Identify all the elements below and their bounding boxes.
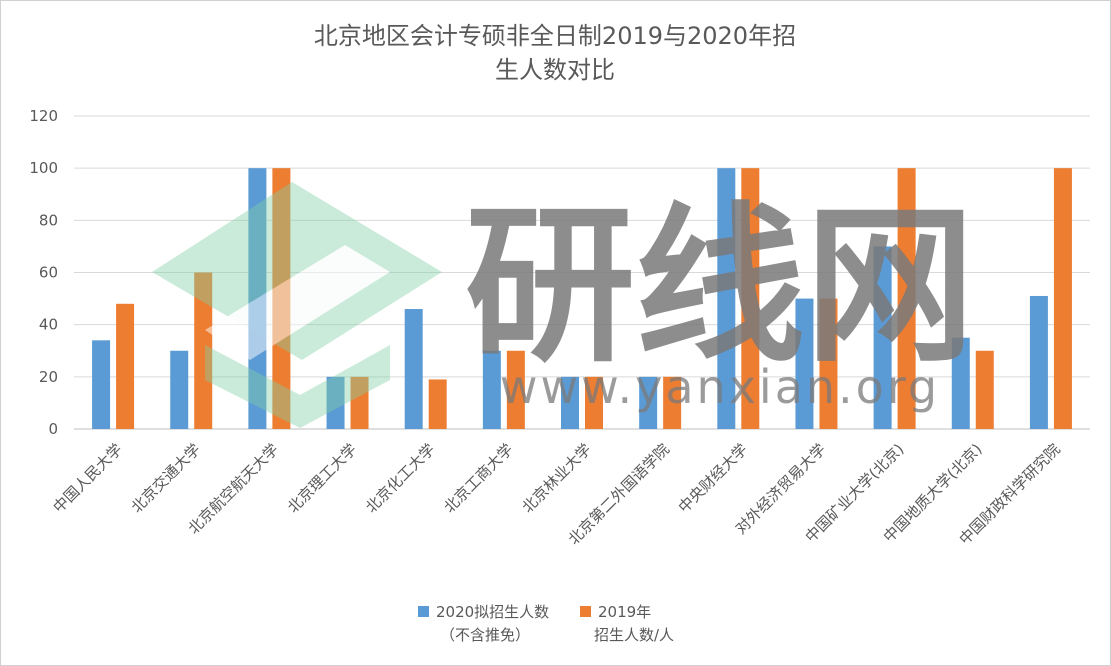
bars — [92, 168, 1072, 429]
gridlines — [74, 115, 1090, 430]
bar-2019 — [897, 168, 916, 429]
legend-label-2020-line-2: （不含推免） — [440, 626, 530, 644]
y-tick-label: 40 — [39, 316, 58, 334]
x-category-label: 中国人民大学 — [50, 440, 126, 516]
y-tick-label: 60 — [39, 264, 58, 282]
legend: 2020拟招生人数 （不含推免） 2019年 招生人数/人 — [418, 603, 674, 644]
bar-2019 — [428, 379, 447, 429]
bar-2020 — [1029, 295, 1048, 429]
bar-2019 — [116, 303, 135, 429]
bar-2020 — [951, 337, 970, 429]
bar-2020 — [248, 168, 267, 429]
chart-title-line-2: 生人数对比 — [495, 56, 615, 84]
bar-2019 — [819, 298, 838, 429]
bar-2020 — [92, 340, 111, 429]
y-tick-label: 100 — [29, 159, 58, 177]
legend-label-2019-line-1: 2019年 — [598, 603, 651, 621]
watermark-text: 研线网 www.yanxian.org — [465, 188, 975, 414]
bar-2019 — [585, 376, 603, 429]
bar-2020 — [873, 246, 892, 429]
bar-2019 — [272, 168, 291, 429]
legend-label-2020-line-1: 2020拟招生人数 — [436, 603, 549, 621]
x-category-label: 北京交通大学 — [128, 440, 204, 516]
x-category-label: 北京工商大学 — [440, 440, 516, 516]
chart-title-line-1: 北京地区会计专硕非全日制2019与2020年招 — [314, 22, 796, 50]
bar-2019 — [741, 168, 760, 429]
watermark-chinese: 研线网 — [465, 188, 975, 386]
bar-2019 — [1053, 168, 1072, 429]
bar-2019 — [975, 350, 994, 429]
watermark-logo — [152, 182, 442, 428]
bar-2019 — [194, 272, 213, 429]
bar-2020 — [326, 376, 345, 429]
bar-2020 — [639, 376, 658, 429]
bar-2020 — [561, 376, 579, 429]
bar-2019 — [506, 350, 525, 429]
bar-2019 — [350, 376, 369, 429]
bar-2020 — [717, 168, 736, 429]
y-tick-label: 80 — [39, 211, 58, 229]
bar-2020 — [795, 298, 814, 429]
watermark-url: www.yanxian.org — [500, 360, 940, 414]
legend-label-2019-line-2: 招生人数/人 — [594, 626, 674, 644]
bar-2020 — [404, 309, 423, 429]
bar-2020 — [170, 350, 189, 429]
y-tick-label: 120 — [29, 107, 58, 125]
x-category-label: 中央财经大学 — [675, 440, 751, 516]
y-tick-label: 0 — [48, 420, 58, 438]
x-category-label: 北京林业大学 — [518, 440, 594, 516]
chart-title: 北京地区会计专硕非全日制2019与2020年招 生人数对比 — [314, 22, 796, 84]
y-tick-label: 20 — [39, 368, 58, 386]
y-axis-ticks: 0 20 40 60 80 100 120 — [29, 107, 58, 438]
legend-swatch-2020 — [418, 606, 429, 617]
x-category-label: 北京化工大学 — [362, 440, 438, 516]
x-category-label: 北京理工大学 — [284, 440, 360, 516]
legend-swatch-2019 — [580, 606, 591, 617]
bar-2019 — [663, 376, 682, 429]
bar-2020 — [482, 350, 501, 429]
